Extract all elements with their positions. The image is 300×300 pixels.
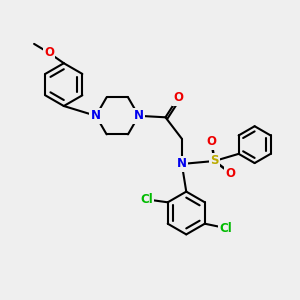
Text: O: O	[173, 92, 183, 104]
Text: N: N	[134, 109, 144, 122]
Text: O: O	[44, 46, 54, 59]
Text: O: O	[206, 135, 217, 148]
Text: Cl: Cl	[220, 222, 233, 235]
Text: Cl: Cl	[140, 193, 153, 206]
Text: S: S	[210, 154, 219, 167]
Text: O: O	[226, 167, 236, 180]
Text: N: N	[91, 109, 101, 122]
Text: N: N	[177, 158, 187, 170]
